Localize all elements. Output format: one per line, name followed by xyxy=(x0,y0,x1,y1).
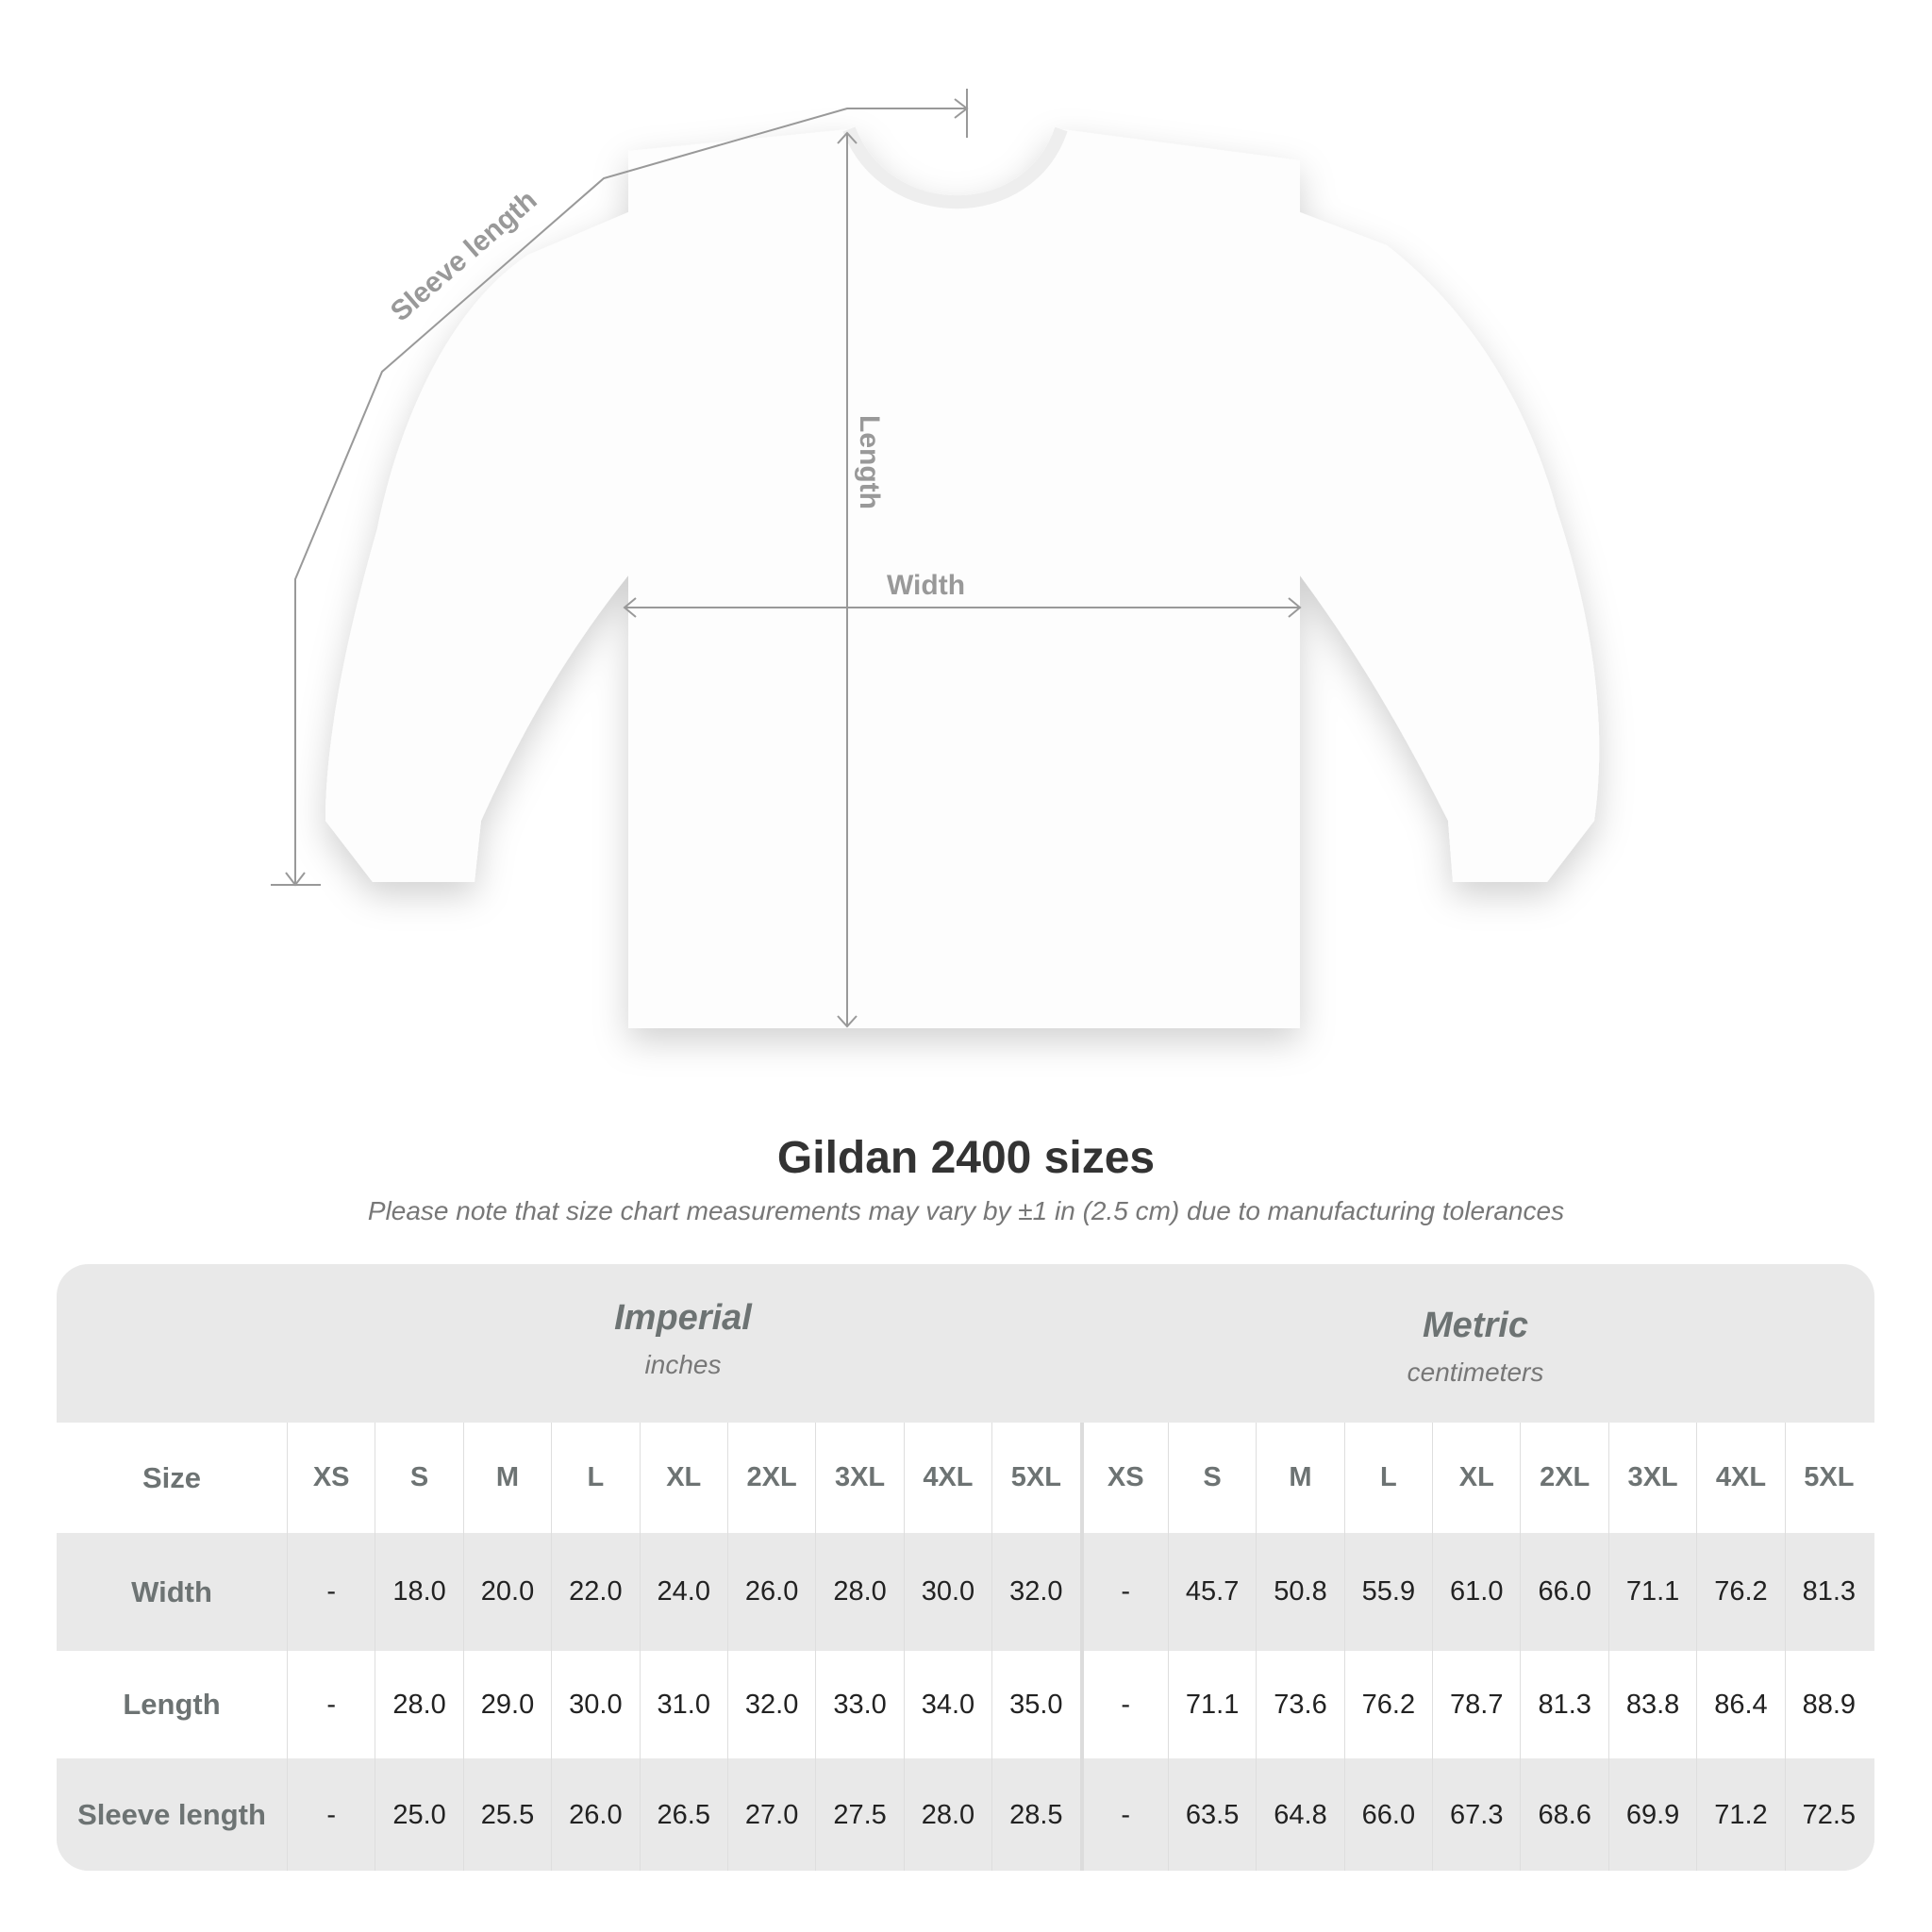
cell-imperial: 35.0 xyxy=(991,1651,1079,1758)
cell-imperial: 26.0 xyxy=(551,1758,639,1871)
cell-imperial: 26.5 xyxy=(639,1758,727,1871)
collar xyxy=(842,126,1068,209)
shirt-body xyxy=(628,129,1300,1028)
size-header-metric-xs: XS xyxy=(1079,1423,1168,1533)
cell-imperial: 32.0 xyxy=(726,1651,815,1758)
cell-imperial: 18.0 xyxy=(375,1533,462,1651)
measurement-lines xyxy=(271,89,1302,1028)
cell-imperial: 29.0 xyxy=(462,1651,551,1758)
tolerance-note: Please note that size chart measurements… xyxy=(367,1196,1565,1225)
cell-metric: - xyxy=(1079,1758,1168,1871)
row-label: Length xyxy=(123,1688,221,1721)
cell-imperial: - xyxy=(287,1758,375,1871)
size-header-imperial-4xl: 4XL xyxy=(903,1423,991,1533)
size-header-metric-4xl: 4XL xyxy=(1696,1423,1784,1533)
cell-metric: - xyxy=(1079,1651,1168,1758)
cell-imperial: 25.0 xyxy=(375,1758,462,1871)
cell-metric: 86.4 xyxy=(1696,1651,1784,1758)
left-sleeve xyxy=(325,212,628,882)
size-header-imperial-xs: XS xyxy=(287,1423,375,1533)
cell-imperial: 24.0 xyxy=(639,1533,727,1651)
size-header-metric-xl: XL xyxy=(1432,1423,1520,1533)
cell-metric: - xyxy=(1079,1533,1168,1651)
cell-imperial: 28.0 xyxy=(903,1758,991,1871)
cell-imperial: 33.0 xyxy=(815,1651,903,1758)
cell-imperial: 30.0 xyxy=(551,1651,639,1758)
size-label: Size xyxy=(142,1460,202,1494)
cell-metric: 45.7 xyxy=(1167,1533,1256,1651)
size-header-row: Size XS S M L XL 2XL 3XL 4XL 5XL XS S M L XL 2XL 3XL 4XL 5… xyxy=(57,1423,1874,1533)
cell-metric: 69.9 xyxy=(1607,1758,1696,1871)
size-header-metric-m: M xyxy=(1256,1423,1343,1533)
cell-metric: 76.2 xyxy=(1343,1651,1432,1758)
imperial-header: Imperial inches xyxy=(287,1264,1079,1457)
cell-imperial: 27.0 xyxy=(726,1758,815,1871)
table-row: Width -18.0 20.0 22.0 24.0 26.0 28.0 30.0 32.0-4… xyxy=(57,1533,1874,1651)
cell-imperial: 28.0 xyxy=(375,1651,462,1758)
size-header-metric-l: L xyxy=(1343,1423,1432,1533)
long-sleeve-shirt-image xyxy=(325,126,1600,1028)
metric-title: Metric xyxy=(1423,1306,1528,1345)
sleeve-length-line xyxy=(294,108,967,885)
shirt-diagram: Sleeve length Length Width xyxy=(271,89,1600,1028)
cell-metric: 76.2 xyxy=(1696,1533,1784,1651)
cell-metric: 81.3 xyxy=(1784,1533,1873,1651)
cell-imperial: 28.0 xyxy=(815,1533,903,1651)
imperial-unit: inches xyxy=(644,1350,722,1379)
cell-metric: 55.9 xyxy=(1343,1533,1432,1651)
cell-metric: 71.2 xyxy=(1696,1758,1784,1871)
cell-metric: 64.8 xyxy=(1256,1758,1343,1871)
size-table: Imperial inches Metric centimeters Size X… xyxy=(57,1264,1874,1871)
size-header-imperial-s: S xyxy=(375,1423,462,1533)
size-header-imperial-xl: XL xyxy=(639,1423,727,1533)
cell-metric: 81.3 xyxy=(1520,1651,1607,1758)
size-header-metric-s: S xyxy=(1167,1423,1256,1533)
cell-imperial: 34.0 xyxy=(903,1651,991,1758)
cell-metric: 68.6 xyxy=(1520,1758,1607,1871)
cell-imperial: 25.5 xyxy=(462,1758,551,1871)
cell-metric: 78.7 xyxy=(1432,1651,1520,1758)
cell-imperial: - xyxy=(287,1651,375,1758)
cell-metric: 71.1 xyxy=(1167,1651,1256,1758)
size-header-imperial-5xl: 5XL xyxy=(991,1423,1079,1533)
cell-imperial: 30.0 xyxy=(903,1533,991,1651)
cell-metric: 67.3 xyxy=(1432,1758,1520,1871)
size-header-metric-3xl: 3XL xyxy=(1607,1423,1696,1533)
size-header-imperial-3xl: 3XL xyxy=(815,1423,903,1533)
table-row: Length -28.0 29.0 30.0 31.0 32.0 33.0 34.0 35.0-… xyxy=(57,1651,1874,1758)
row-label: Sleeve length xyxy=(77,1798,266,1831)
cell-metric: 61.0 xyxy=(1432,1533,1520,1651)
size-header-metric-2xl: 2XL xyxy=(1520,1423,1607,1533)
cell-metric: 63.5 xyxy=(1167,1758,1256,1871)
imperial-title: Imperial xyxy=(614,1298,752,1338)
metric-header: Metric centimeters xyxy=(1079,1264,1872,1464)
length-label: Length xyxy=(854,415,885,509)
cell-imperial: 28.5 xyxy=(991,1758,1079,1871)
size-header-imperial-m: M xyxy=(462,1423,551,1533)
cell-imperial: 20.0 xyxy=(462,1533,551,1651)
size-header-imperial-2xl: 2XL xyxy=(726,1423,815,1533)
width-label: Width xyxy=(887,570,965,601)
size-header-imperial-l: L xyxy=(551,1423,639,1533)
cell-imperial: 31.0 xyxy=(639,1651,727,1758)
metric-unit: centimeters xyxy=(1407,1357,1544,1387)
size-header-metric-5xl: 5XL xyxy=(1784,1423,1873,1533)
cell-imperial: 32.0 xyxy=(991,1533,1079,1651)
cell-metric: 71.1 xyxy=(1607,1533,1696,1651)
cell-imperial: - xyxy=(287,1533,375,1651)
cell-metric: 83.8 xyxy=(1607,1651,1696,1758)
right-sleeve xyxy=(1300,212,1600,882)
cell-metric: 72.5 xyxy=(1784,1758,1873,1871)
table-row: Sleeve length -25.0 25.5 26.0 26.5 27.0 27.5 28… xyxy=(57,1758,1874,1871)
cell-imperial: 22.0 xyxy=(551,1533,639,1651)
cell-metric: 50.8 xyxy=(1256,1533,1343,1651)
cell-metric: 88.9 xyxy=(1784,1651,1873,1758)
cell-metric: 73.6 xyxy=(1256,1651,1343,1758)
row-label: Width xyxy=(131,1574,212,1608)
cell-metric: 66.0 xyxy=(1343,1758,1432,1871)
cell-imperial: 26.0 xyxy=(726,1533,815,1651)
page-title: Gildan 2400 sizes xyxy=(776,1133,1156,1183)
cell-metric: 66.0 xyxy=(1520,1533,1607,1651)
cell-imperial: 27.5 xyxy=(815,1758,903,1871)
